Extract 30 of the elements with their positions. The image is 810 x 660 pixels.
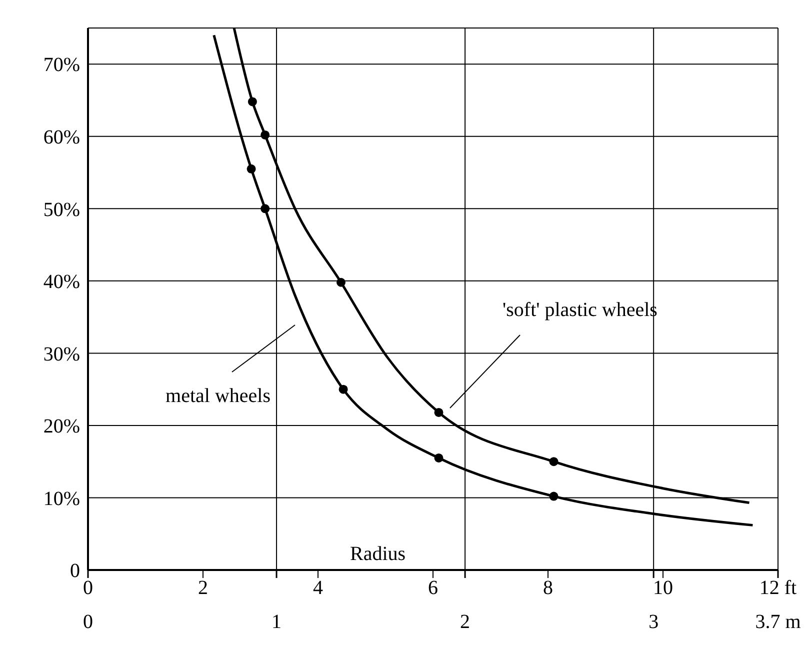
- x2-tick-label: 3.7 m: [755, 611, 802, 633]
- x2-tick-label: 3: [648, 611, 659, 633]
- x-tick-label: 10: [653, 577, 673, 600]
- annotation: metal wheels: [166, 385, 271, 407]
- point: [549, 492, 558, 501]
- x-tick-label: 8: [543, 577, 553, 600]
- x-axis-title: Radius: [350, 543, 406, 565]
- x-tick-label: 12 ft: [759, 577, 798, 600]
- point: [434, 408, 444, 417]
- x2-tick-label: 1: [272, 611, 282, 633]
- point: [549, 457, 558, 466]
- x2-tick-label: 2: [460, 611, 470, 633]
- point: [260, 130, 270, 140]
- y-tick-label: 0: [70, 560, 80, 582]
- point: [248, 97, 257, 106]
- y-tick-label: 30%: [43, 343, 80, 366]
- point: [338, 384, 348, 394]
- y-tick-label: 20%: [43, 416, 80, 438]
- point: [434, 453, 444, 462]
- y-tick-label: 10%: [43, 488, 80, 510]
- x-tick-label: 2: [198, 577, 208, 600]
- y-tick-label: 50%: [43, 198, 80, 221]
- point: [260, 204, 270, 214]
- point: [336, 278, 346, 287]
- y-tick-label: 40%: [43, 271, 80, 294]
- y-tick-label: 70%: [43, 54, 80, 76]
- point: [246, 164, 256, 174]
- x-tick-label: 6: [428, 577, 438, 600]
- y-tick-label: 60%: [43, 126, 80, 148]
- x-tick-label: 4: [313, 577, 323, 600]
